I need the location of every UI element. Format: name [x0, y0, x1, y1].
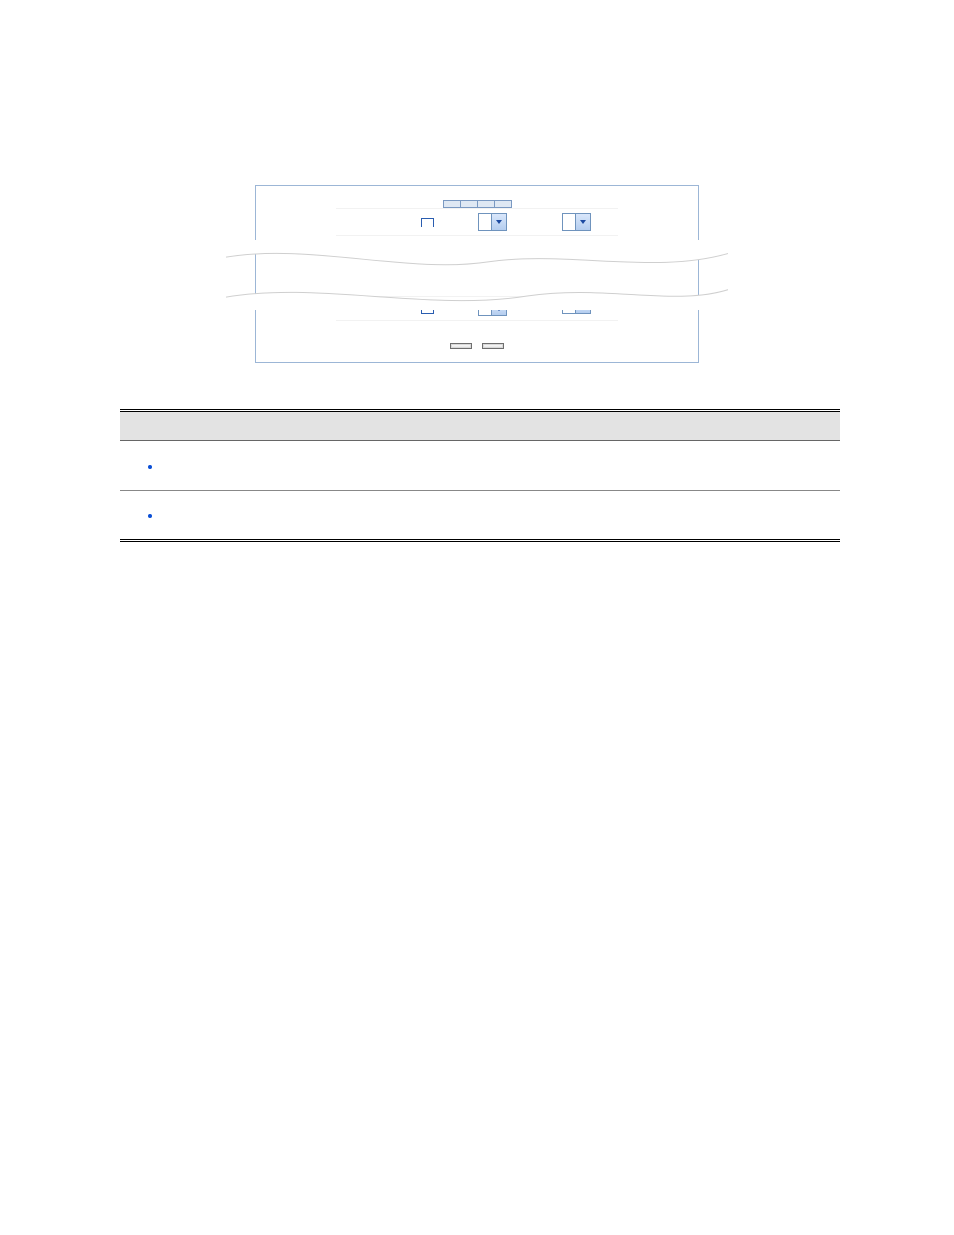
intro-text	[40, 140, 914, 169]
qos-panel	[255, 185, 699, 364]
bullet-icon	[148, 514, 152, 518]
table-row	[120, 441, 840, 491]
chevron-down-icon	[491, 214, 506, 230]
th-qos	[477, 200, 494, 207]
dpl-select[interactable]	[562, 213, 591, 231]
field-desc	[300, 441, 840, 491]
dscp-cell	[336, 208, 404, 235]
apply-button[interactable]	[450, 343, 472, 349]
bullet-icon	[148, 465, 152, 469]
qos-select[interactable]	[478, 213, 507, 231]
reset-button[interactable]	[482, 343, 504, 349]
button-row	[256, 327, 698, 362]
th-trust	[460, 200, 477, 207]
qos-table	[443, 200, 512, 208]
page-tear	[226, 240, 728, 310]
table-row	[336, 208, 618, 235]
panel-title	[256, 186, 698, 200]
fields-table	[120, 409, 840, 542]
th-dscp	[443, 200, 460, 207]
trust-checkbox[interactable]	[421, 218, 434, 227]
field-desc	[300, 490, 840, 541]
table-row	[120, 490, 840, 541]
chevron-down-icon	[575, 214, 590, 230]
th-dpl	[494, 200, 511, 207]
